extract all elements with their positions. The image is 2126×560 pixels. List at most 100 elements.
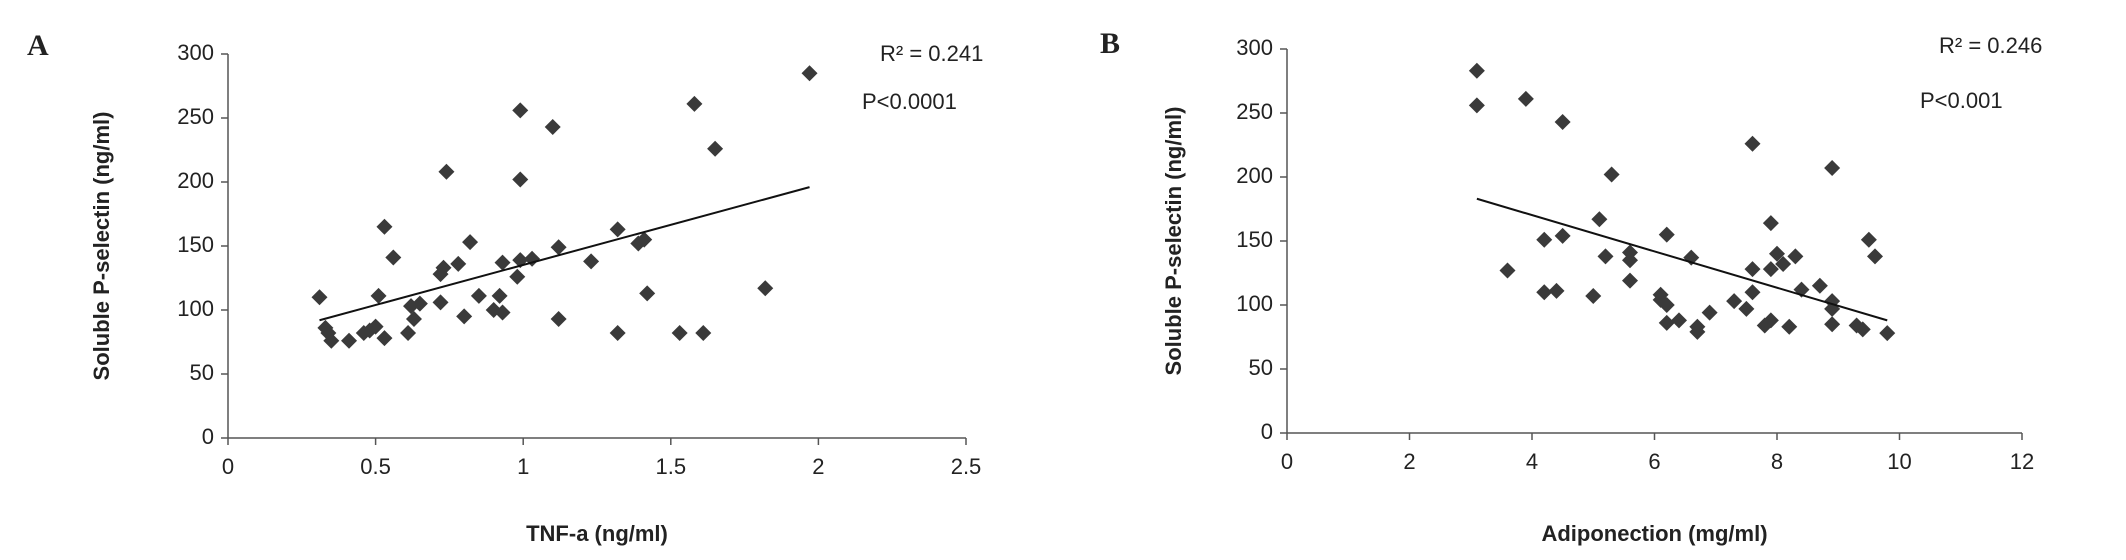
annotation: P<0.0001 <box>862 89 957 114</box>
point <box>1775 256 1792 273</box>
x-tick-label: 1 <box>517 454 529 479</box>
point <box>583 253 600 270</box>
y-tick-label: 50 <box>1249 355 1273 380</box>
point <box>1701 304 1718 321</box>
point <box>550 310 567 327</box>
y-tick-label: 0 <box>1261 419 1273 444</box>
y-tick-label: 250 <box>1236 99 1273 124</box>
panel-label: A <box>27 29 49 62</box>
point <box>341 332 358 349</box>
y-tick-label: 200 <box>177 168 214 193</box>
point <box>1658 297 1675 313</box>
point <box>462 234 479 251</box>
point <box>1536 231 1553 248</box>
point <box>1468 97 1485 114</box>
point <box>400 325 417 342</box>
point <box>456 308 473 325</box>
y-axis-title: Soluble P-selectin (ng/ml) <box>1161 107 1186 376</box>
x-tick-label: 4 <box>1526 449 1538 474</box>
point <box>1744 284 1761 301</box>
y-tick-label: 300 <box>177 40 214 65</box>
point <box>376 218 393 235</box>
point <box>1585 288 1602 305</box>
x-tick-label: 8 <box>1771 449 1783 474</box>
annotation: P<0.001 <box>1920 88 2003 113</box>
point <box>1554 227 1571 244</box>
point <box>512 171 529 188</box>
point <box>438 163 455 180</box>
point <box>1658 314 1675 331</box>
x-tick-label: 2 <box>812 454 824 479</box>
annotation: R² = 0.241 <box>880 41 983 66</box>
y-axis-title: Soluble P-selectin (ng/ml) <box>89 112 114 381</box>
x-axis-title: TNF-a (ng/ml) <box>526 521 668 546</box>
point <box>1468 62 1485 79</box>
point <box>1824 160 1841 177</box>
point <box>1622 244 1638 261</box>
y-tick-label: 200 <box>1236 163 1273 188</box>
point <box>432 294 449 311</box>
point <box>1744 261 1761 278</box>
point <box>470 287 487 304</box>
point <box>1854 321 1871 338</box>
point <box>1726 293 1743 310</box>
point <box>1867 248 1883 265</box>
point <box>1879 325 1896 342</box>
point <box>636 231 653 248</box>
y-tick-label: 250 <box>177 104 214 129</box>
panel-label: B <box>1100 27 1120 60</box>
x-tick-label: 10 <box>1887 449 1911 474</box>
point <box>1811 277 1828 294</box>
point <box>1603 166 1620 183</box>
point <box>405 310 422 327</box>
y-tick-label: 100 <box>1236 291 1273 316</box>
point <box>686 95 703 112</box>
point <box>1781 318 1798 335</box>
point <box>671 325 688 342</box>
point <box>1762 261 1779 278</box>
x-tick-label: 0 <box>1281 449 1293 474</box>
point <box>450 255 467 272</box>
point <box>435 259 452 276</box>
x-tick-label: 2.5 <box>951 454 982 479</box>
point <box>491 287 508 304</box>
point <box>1860 231 1877 248</box>
point <box>509 268 526 285</box>
trend-line <box>1476 197 1888 322</box>
trend-line <box>319 186 810 322</box>
y-tick-label: 0 <box>202 424 214 449</box>
point <box>512 102 529 119</box>
point <box>609 325 626 342</box>
point <box>1597 248 1614 265</box>
y-tick-label: 50 <box>190 360 214 385</box>
y-tick-label: 150 <box>1236 227 1273 252</box>
point <box>1787 248 1804 265</box>
point <box>1762 312 1779 329</box>
point <box>1622 272 1638 289</box>
y-tick-label: 150 <box>177 232 214 257</box>
annotation: R² = 0.246 <box>1939 33 2042 58</box>
x-tick-label: 2 <box>1403 449 1415 474</box>
point <box>494 254 511 271</box>
point <box>1536 284 1553 301</box>
x-tick-label: 12 <box>2010 449 2034 474</box>
x-tick-label: 1.5 <box>656 454 687 479</box>
point <box>1658 226 1675 243</box>
point <box>411 295 428 312</box>
point <box>311 289 328 306</box>
point <box>609 221 626 238</box>
point <box>1824 316 1841 333</box>
y-tick-label: 100 <box>177 296 214 321</box>
point <box>1548 282 1565 299</box>
x-tick-label: 0 <box>222 454 234 479</box>
point <box>1517 90 1534 107</box>
point <box>1738 300 1755 317</box>
point <box>1689 323 1706 340</box>
x-tick-label: 6 <box>1648 449 1660 474</box>
point <box>550 239 567 256</box>
point <box>323 332 340 349</box>
y-tick-label: 300 <box>1236 35 1273 60</box>
point <box>801 65 818 82</box>
x-tick-label: 0.5 <box>360 454 391 479</box>
point <box>494 304 511 321</box>
